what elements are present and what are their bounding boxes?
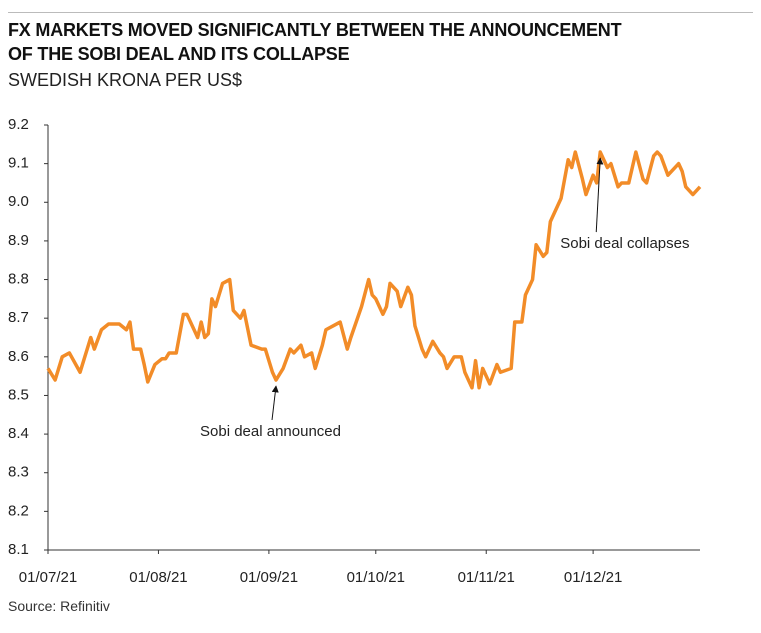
y-tick-label: 8.4 bbox=[8, 425, 29, 442]
x-tick-label: 01/12/21 bbox=[564, 569, 622, 586]
price-line bbox=[46, 150, 702, 390]
x-tick-label: 01/08/21 bbox=[129, 569, 187, 586]
x-tick-label: 01/07/21 bbox=[19, 569, 77, 586]
top-rule bbox=[8, 12, 753, 13]
y-tick-label: 8.1 bbox=[8, 541, 29, 558]
y-tick-label: 9.0 bbox=[8, 193, 29, 210]
y-tick-label: 8.7 bbox=[8, 309, 29, 326]
chart-subtitle: SWEDISH KRONA PER US$ bbox=[8, 70, 243, 90]
y-tick-label: 8.3 bbox=[8, 464, 29, 481]
y-tick-label: 9.1 bbox=[8, 155, 29, 172]
y-tick-label: 9.2 bbox=[8, 116, 29, 133]
y-tick-label: 8.8 bbox=[8, 271, 29, 288]
annotation-arrow bbox=[271, 385, 279, 421]
y-tick-label: 8.6 bbox=[8, 348, 29, 365]
x-tick-label: 01/10/21 bbox=[347, 569, 405, 586]
y-tick-label: 8.2 bbox=[8, 502, 29, 519]
x-tick-label: 01/09/21 bbox=[240, 569, 298, 586]
y-tick-label: 8.5 bbox=[8, 386, 29, 403]
y-tick-label: 8.9 bbox=[8, 232, 29, 249]
source-note: Source: Refinitiv bbox=[8, 598, 110, 614]
annotation-label: Sobi deal announced bbox=[200, 423, 341, 440]
annotation-arrow bbox=[595, 157, 604, 233]
x-tick-label: 01/11/21 bbox=[458, 569, 515, 586]
chart-title: FX MARKETS MOVED SIGNIFICANTLY BETWEEN T… bbox=[8, 20, 622, 64]
annotation-label: Sobi deal collapses bbox=[560, 235, 689, 252]
